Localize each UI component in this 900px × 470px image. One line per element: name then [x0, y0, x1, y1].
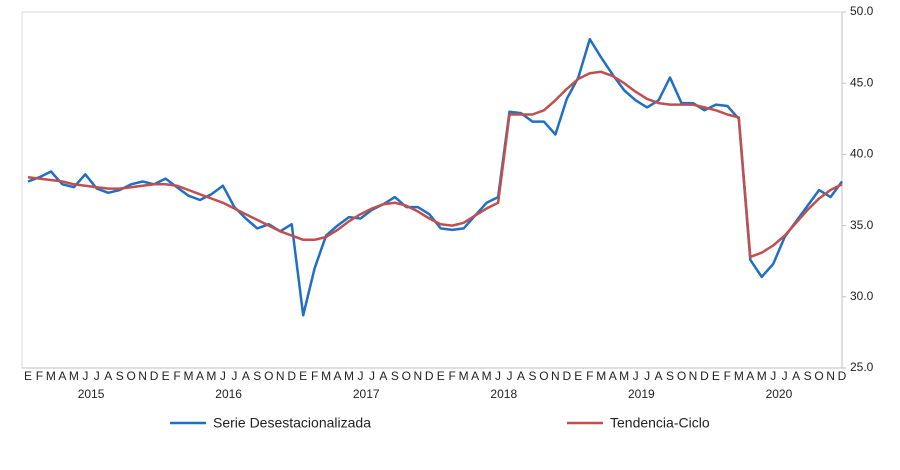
y-tick-label: 50.0 — [850, 4, 874, 18]
x-tick-label: F — [449, 369, 456, 383]
x-tick-label: M — [69, 369, 79, 383]
year-label: 2017 — [353, 387, 380, 401]
x-tick-label: S — [391, 369, 399, 383]
x-tick-label: J — [369, 369, 375, 383]
x-tick-label: J — [220, 369, 226, 383]
x-tick-label: O — [264, 369, 273, 383]
year-label: 2015 — [78, 387, 105, 401]
x-tick-label: D — [150, 369, 159, 383]
x-tick-label: A — [517, 369, 525, 383]
x-tick-label: N — [276, 369, 285, 383]
x-tick-label: N — [138, 369, 147, 383]
y-tick-label: 35.0 — [850, 218, 874, 232]
x-tick-label: M — [734, 369, 744, 383]
x-tick-label: M — [184, 369, 194, 383]
x-tick-label: N — [413, 369, 422, 383]
x-tick-label: S — [116, 369, 124, 383]
x-tick-label: S — [804, 369, 812, 383]
x-tick-label: F — [586, 369, 593, 383]
x-tick-label: A — [104, 369, 112, 383]
x-tick-label: F — [36, 369, 43, 383]
x-tick-label: M — [344, 369, 354, 383]
year-label: 2019 — [628, 387, 655, 401]
y-tick-label: 30.0 — [850, 289, 874, 303]
x-tick-label: S — [253, 369, 261, 383]
plot-frame — [21, 11, 843, 369]
x-tick-label: N — [826, 369, 835, 383]
year-label: 2020 — [766, 387, 793, 401]
x-tick-label: S — [666, 369, 674, 383]
x-tick-label: J — [82, 369, 88, 383]
year-label: 2016 — [215, 387, 242, 401]
x-tick-label: J — [782, 369, 788, 383]
x-tick-label: A — [196, 369, 204, 383]
x-tick-label: O — [814, 369, 823, 383]
x-tick-label: E — [299, 369, 307, 383]
x-tick-label: A — [242, 369, 250, 383]
x-tick-label: J — [507, 369, 513, 383]
x-tick-label: O — [677, 369, 686, 383]
x-tick-label: D — [425, 369, 434, 383]
x-tick-label: A — [792, 369, 800, 383]
x-tick-label: F — [311, 369, 318, 383]
x-tick-label: D — [838, 369, 847, 383]
x-tick-label: J — [770, 369, 776, 383]
x-tick-label: J — [231, 369, 237, 383]
x-tick-label: E — [437, 369, 445, 383]
x-tick-label: S — [528, 369, 536, 383]
x-tick-label: D — [700, 369, 709, 383]
series-line — [27, 70, 843, 259]
x-tick-label: A — [334, 369, 342, 383]
x-tick-label: J — [644, 369, 650, 383]
x-tick-label: F — [724, 369, 731, 383]
x-tick-label: A — [379, 369, 387, 383]
x-tick-label: M — [206, 369, 216, 383]
x-tick-label: E — [712, 369, 720, 383]
x-tick-label: A — [746, 369, 754, 383]
x-tick-label: M — [46, 369, 56, 383]
x-tick-label: J — [633, 369, 639, 383]
series-line — [27, 37, 844, 317]
x-tick-label: O — [127, 369, 136, 383]
x-tick-label: J — [94, 369, 100, 383]
y-tick-label: 45.0 — [850, 75, 874, 89]
x-tick-label: A — [655, 369, 663, 383]
x-tick-label: M — [459, 369, 469, 383]
x-tick-label: M — [596, 369, 606, 383]
x-tick-label: N — [551, 369, 560, 383]
legend-label: Tendencia-Ciclo — [610, 415, 710, 431]
x-tick-label: E — [162, 369, 170, 383]
x-tick-label: O — [539, 369, 548, 383]
x-tick-label: F — [173, 369, 180, 383]
x-tick-label: E — [24, 369, 32, 383]
x-tick-label: D — [287, 369, 296, 383]
x-tick-label: D — [563, 369, 572, 383]
x-tick-label: M — [321, 369, 331, 383]
y-tick-label: 40.0 — [850, 147, 874, 161]
x-tick-label: N — [689, 369, 698, 383]
y-tick-label: 25.0 — [850, 360, 874, 374]
x-tick-label: O — [402, 369, 411, 383]
legend-label: Serie Desestacionalizada — [213, 415, 371, 431]
year-label: 2018 — [490, 387, 517, 401]
x-tick-label: A — [58, 369, 66, 383]
x-tick-label: J — [495, 369, 501, 383]
x-tick-label: J — [357, 369, 363, 383]
x-tick-label: M — [757, 369, 767, 383]
x-tick-label: A — [609, 369, 617, 383]
x-tick-label: A — [471, 369, 479, 383]
x-tick-label: M — [619, 369, 629, 383]
x-tick-label: M — [482, 369, 492, 383]
x-tick-label: E — [574, 369, 582, 383]
